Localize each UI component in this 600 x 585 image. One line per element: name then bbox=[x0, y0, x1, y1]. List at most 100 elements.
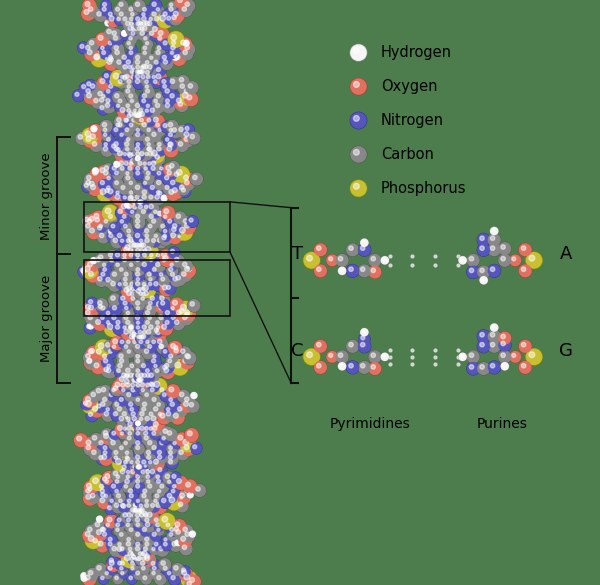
Circle shape bbox=[190, 532, 193, 534]
Circle shape bbox=[182, 43, 195, 56]
Circle shape bbox=[124, 460, 127, 464]
Circle shape bbox=[113, 192, 126, 205]
Circle shape bbox=[163, 163, 177, 177]
Circle shape bbox=[156, 190, 166, 200]
Circle shape bbox=[490, 363, 495, 368]
Circle shape bbox=[161, 121, 172, 133]
Circle shape bbox=[135, 462, 148, 474]
Circle shape bbox=[125, 106, 136, 117]
Circle shape bbox=[122, 285, 134, 298]
Circle shape bbox=[154, 66, 166, 77]
Circle shape bbox=[124, 102, 134, 112]
Circle shape bbox=[103, 263, 106, 266]
Circle shape bbox=[140, 286, 149, 294]
Circle shape bbox=[131, 26, 136, 30]
Circle shape bbox=[124, 540, 136, 551]
Circle shape bbox=[141, 6, 151, 16]
Circle shape bbox=[142, 289, 154, 301]
Circle shape bbox=[171, 46, 175, 50]
Circle shape bbox=[145, 554, 149, 558]
Circle shape bbox=[157, 342, 169, 354]
Circle shape bbox=[133, 540, 145, 551]
Circle shape bbox=[139, 292, 142, 295]
Circle shape bbox=[128, 157, 141, 170]
Circle shape bbox=[156, 475, 160, 479]
Circle shape bbox=[113, 401, 124, 411]
Circle shape bbox=[169, 38, 181, 50]
Circle shape bbox=[158, 271, 167, 280]
Circle shape bbox=[107, 137, 110, 141]
Circle shape bbox=[152, 58, 163, 70]
Circle shape bbox=[179, 450, 184, 455]
Circle shape bbox=[175, 320, 179, 325]
Circle shape bbox=[136, 79, 140, 84]
Circle shape bbox=[82, 215, 94, 227]
Circle shape bbox=[147, 459, 156, 468]
Circle shape bbox=[136, 156, 140, 161]
Circle shape bbox=[120, 387, 129, 395]
Circle shape bbox=[142, 574, 151, 584]
Circle shape bbox=[181, 217, 193, 229]
Circle shape bbox=[98, 400, 110, 411]
Circle shape bbox=[136, 484, 140, 488]
Circle shape bbox=[124, 236, 135, 247]
Circle shape bbox=[127, 204, 131, 209]
Circle shape bbox=[133, 420, 139, 426]
Circle shape bbox=[155, 144, 166, 156]
Circle shape bbox=[182, 135, 194, 147]
Circle shape bbox=[111, 343, 119, 352]
Circle shape bbox=[161, 540, 172, 550]
Circle shape bbox=[304, 253, 319, 268]
Circle shape bbox=[121, 73, 133, 85]
Circle shape bbox=[101, 449, 111, 459]
Circle shape bbox=[125, 237, 134, 247]
Circle shape bbox=[145, 449, 155, 459]
Circle shape bbox=[142, 262, 146, 267]
Circle shape bbox=[118, 501, 130, 513]
Circle shape bbox=[97, 516, 103, 522]
Circle shape bbox=[112, 546, 116, 551]
Circle shape bbox=[502, 364, 505, 367]
Circle shape bbox=[142, 236, 155, 248]
Circle shape bbox=[115, 576, 118, 580]
Circle shape bbox=[152, 363, 161, 371]
Circle shape bbox=[155, 178, 166, 190]
Circle shape bbox=[148, 345, 152, 349]
Circle shape bbox=[140, 405, 151, 416]
Circle shape bbox=[155, 44, 165, 54]
Circle shape bbox=[133, 57, 145, 70]
Circle shape bbox=[131, 152, 135, 156]
Circle shape bbox=[105, 136, 115, 146]
Circle shape bbox=[113, 478, 123, 487]
Circle shape bbox=[134, 478, 144, 488]
Circle shape bbox=[112, 484, 115, 488]
Circle shape bbox=[143, 68, 154, 79]
Circle shape bbox=[132, 503, 140, 511]
Circle shape bbox=[149, 217, 161, 228]
Circle shape bbox=[108, 434, 119, 445]
Circle shape bbox=[167, 146, 172, 151]
Circle shape bbox=[126, 322, 139, 335]
Circle shape bbox=[174, 476, 188, 490]
Circle shape bbox=[123, 483, 131, 492]
Circle shape bbox=[133, 377, 142, 386]
Circle shape bbox=[165, 15, 175, 25]
Circle shape bbox=[141, 252, 151, 261]
Circle shape bbox=[137, 507, 146, 516]
Circle shape bbox=[143, 51, 146, 54]
Circle shape bbox=[109, 294, 121, 305]
Circle shape bbox=[124, 202, 131, 208]
Circle shape bbox=[182, 178, 195, 191]
Circle shape bbox=[94, 386, 107, 398]
Circle shape bbox=[125, 309, 134, 319]
Circle shape bbox=[179, 493, 185, 498]
Circle shape bbox=[499, 351, 511, 363]
Circle shape bbox=[163, 84, 166, 88]
Circle shape bbox=[134, 498, 143, 507]
Circle shape bbox=[157, 313, 169, 325]
Circle shape bbox=[165, 168, 176, 180]
Circle shape bbox=[148, 224, 152, 228]
Circle shape bbox=[94, 387, 106, 398]
Circle shape bbox=[170, 539, 182, 552]
Circle shape bbox=[467, 254, 479, 266]
